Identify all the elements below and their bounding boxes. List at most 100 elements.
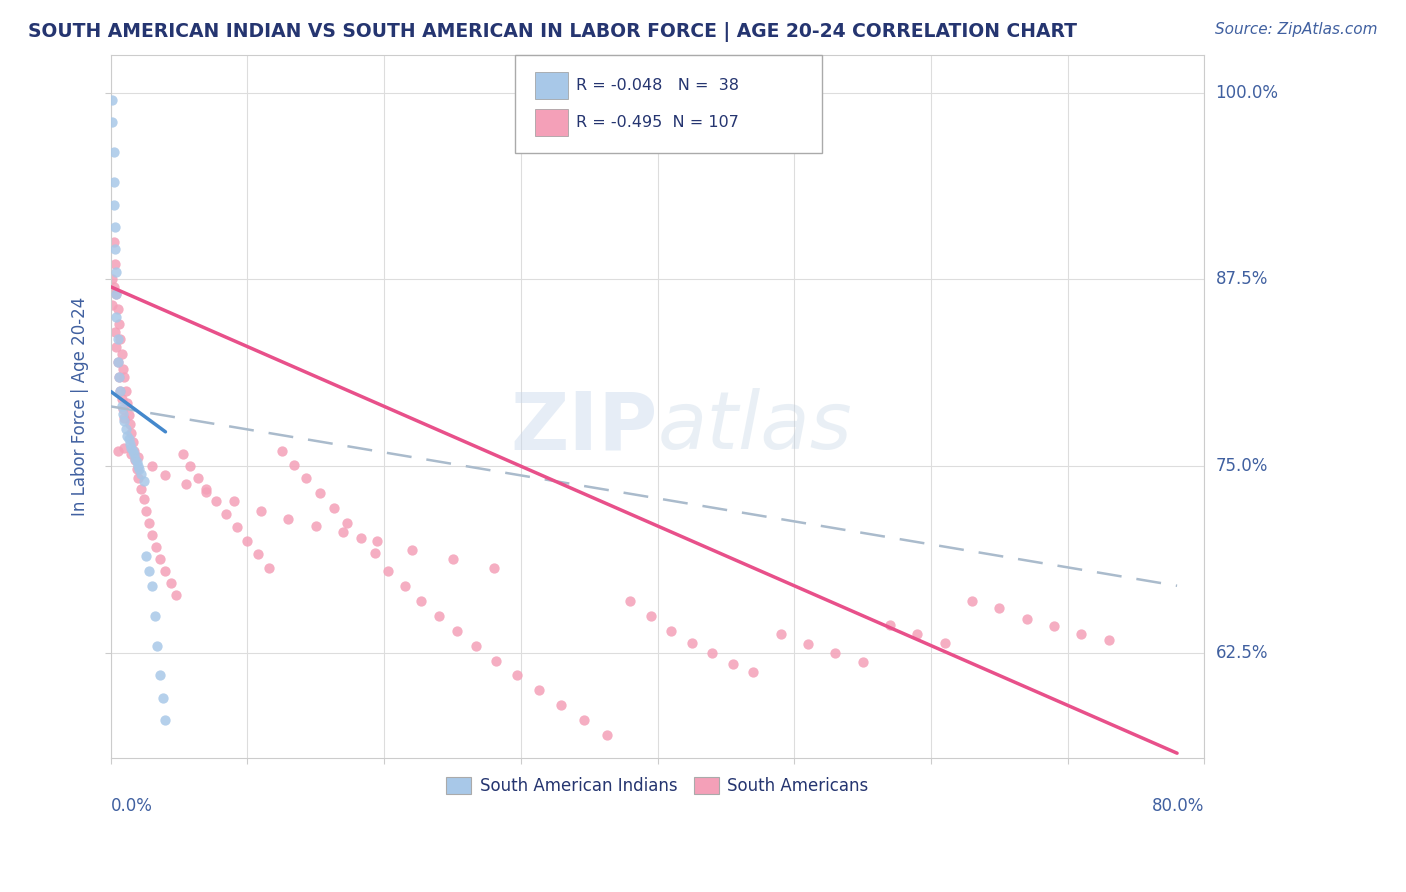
Point <box>108 369 131 384</box>
Point <box>104 220 127 235</box>
Point <box>107 354 129 368</box>
Point <box>115 429 138 443</box>
Point <box>485 653 508 667</box>
Point <box>441 552 464 566</box>
Point <box>366 533 388 548</box>
Point <box>165 588 187 602</box>
FancyBboxPatch shape <box>536 72 568 99</box>
Point <box>172 447 194 461</box>
Text: 75.0%: 75.0% <box>1216 458 1268 475</box>
Point <box>155 564 177 578</box>
Point <box>114 422 136 436</box>
Point <box>960 593 983 607</box>
Point <box>187 471 209 485</box>
Point <box>205 493 228 508</box>
Point <box>879 617 901 632</box>
Point <box>107 444 129 458</box>
Point <box>111 347 134 361</box>
Point <box>101 115 124 129</box>
Point <box>988 601 1011 615</box>
Point <box>572 714 595 728</box>
Point <box>152 690 174 705</box>
Point <box>363 546 385 560</box>
Point <box>114 369 136 384</box>
Point <box>769 626 792 640</box>
Point <box>101 298 124 312</box>
Point <box>138 564 160 578</box>
Point <box>104 257 127 271</box>
Point <box>222 493 245 508</box>
FancyBboxPatch shape <box>536 109 568 136</box>
Point <box>101 272 124 286</box>
Point <box>110 332 132 346</box>
Point <box>506 668 529 682</box>
Point <box>110 384 132 399</box>
Point <box>107 302 129 317</box>
Text: SOUTH AMERICAN INDIAN VS SOUTH AMERICAN IN LABOR FORCE | AGE 20-24 CORRELATION C: SOUTH AMERICAN INDIAN VS SOUTH AMERICAN … <box>28 22 1077 42</box>
Point <box>111 392 134 406</box>
Point <box>132 492 155 507</box>
Y-axis label: In Labor Force | Age 20-24: In Labor Force | Age 20-24 <box>72 297 89 516</box>
Point <box>160 575 183 590</box>
Point <box>110 384 132 399</box>
Point <box>250 504 273 518</box>
Point <box>934 635 956 649</box>
Point <box>120 426 142 441</box>
Point <box>112 402 135 417</box>
Point <box>309 486 332 500</box>
Point <box>270 444 292 458</box>
Point <box>1015 612 1038 626</box>
Point <box>107 332 129 346</box>
Point <box>117 432 139 446</box>
Point <box>108 317 131 331</box>
Point <box>640 608 662 623</box>
Point <box>174 477 197 491</box>
Point <box>236 533 259 548</box>
Point <box>721 657 744 671</box>
Text: atlas: atlas <box>658 389 852 467</box>
Point <box>305 519 328 533</box>
Point <box>103 175 125 189</box>
Point <box>145 540 167 554</box>
Point <box>596 728 619 742</box>
Point <box>135 504 157 518</box>
Point <box>104 243 127 257</box>
Point <box>295 471 318 485</box>
Text: ZIP: ZIP <box>510 389 658 467</box>
Point <box>121 444 143 458</box>
Point <box>114 442 136 456</box>
Point <box>103 197 125 211</box>
Point <box>214 507 236 521</box>
Point <box>127 450 149 465</box>
Point <box>105 265 128 279</box>
Text: 100.0%: 100.0% <box>1216 84 1278 102</box>
Point <box>124 453 146 467</box>
Text: 0.0%: 0.0% <box>111 797 153 814</box>
Point <box>247 548 270 562</box>
Point <box>141 459 163 474</box>
Point <box>107 354 129 368</box>
Point <box>283 458 305 472</box>
Point <box>149 552 172 566</box>
Point <box>146 639 169 653</box>
Point <box>114 414 136 428</box>
Point <box>409 593 432 607</box>
Point <box>464 639 486 653</box>
Point <box>155 468 177 483</box>
Point <box>120 442 142 456</box>
Point <box>104 325 127 339</box>
Point <box>103 235 125 249</box>
Point <box>103 145 125 160</box>
Point <box>112 407 135 421</box>
Point <box>195 484 218 499</box>
Point <box>336 516 359 530</box>
Point <box>129 467 152 481</box>
Point <box>117 409 139 423</box>
Point <box>114 411 136 425</box>
Text: 62.5%: 62.5% <box>1216 644 1268 662</box>
Point <box>179 459 201 474</box>
Point <box>105 287 128 301</box>
Point <box>112 362 135 376</box>
Point <box>125 462 148 476</box>
Point <box>108 369 131 384</box>
